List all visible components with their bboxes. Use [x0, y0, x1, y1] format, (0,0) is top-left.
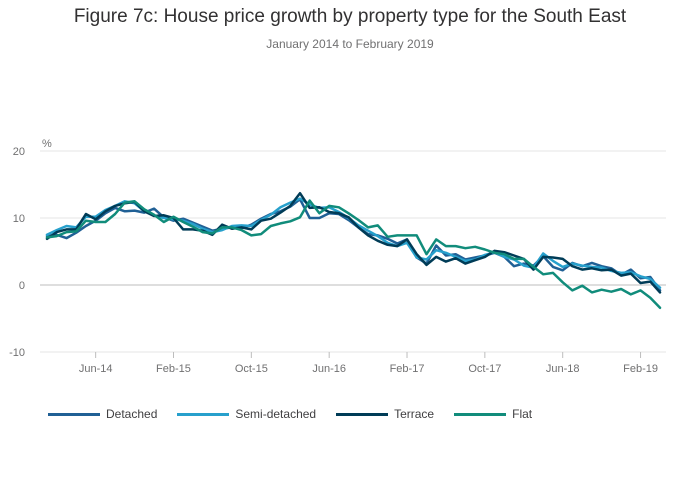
legend-swatch: [454, 412, 507, 416]
x-tick-label: Jun-16: [312, 363, 346, 375]
grid-lines: [40, 150, 666, 353]
y-tick-label: 10: [13, 213, 25, 225]
x-tick-label: Feb-17: [390, 363, 425, 375]
x-tick-label: Oct-15: [235, 363, 268, 375]
legend-item-terrace[interactable]: Terrace: [336, 407, 434, 421]
legend-label: Terrace: [394, 407, 435, 421]
legend-item-semi-detached[interactable]: Semi-detached: [177, 407, 316, 421]
legend-swatch: [48, 412, 100, 416]
y-tick-label: 20: [13, 146, 25, 158]
x-tick-label: Oct-17: [468, 363, 501, 375]
x-tick-label: Feb-19: [623, 363, 658, 375]
x-tick-label: Jun-18: [546, 363, 580, 375]
chart-subtitle: January 2014 to February 2019: [266, 37, 434, 51]
x-tick-label: Feb-15: [156, 363, 191, 375]
legend: Detached Semi-detached Terrace Flat: [48, 407, 552, 421]
y-tick-label: 0: [19, 280, 25, 292]
x-axis-ticks: Jun-14 Feb-15 Oct-15 Jun-16 Feb-17 Oct-17 Jun-…: [79, 352, 658, 375]
chart-title: Figure 7c: House price growth by propert…: [73, 6, 627, 27]
legend-item-flat[interactable]: Flat: [454, 407, 532, 421]
y-tick-label: -10: [9, 347, 25, 359]
legend-swatch: [336, 412, 389, 416]
x-tick-label: Jun-14: [79, 363, 113, 375]
legend-swatch: [177, 412, 230, 416]
legend-label: Detached: [106, 407, 158, 421]
series-lines: [45, 191, 662, 310]
series-line-detached[interactable]: [45, 197, 662, 292]
legend-label: Semi-detached: [235, 407, 317, 421]
y-axis-ticks: 20 10 0 -10: [9, 146, 25, 359]
series-line-terrace[interactable]: [45, 191, 662, 294]
legend-item-detached[interactable]: Detached: [48, 407, 157, 421]
legend-label: Flat: [512, 407, 533, 421]
series-line-flat[interactable]: [45, 199, 662, 310]
y-axis-unit: %: [42, 138, 52, 150]
